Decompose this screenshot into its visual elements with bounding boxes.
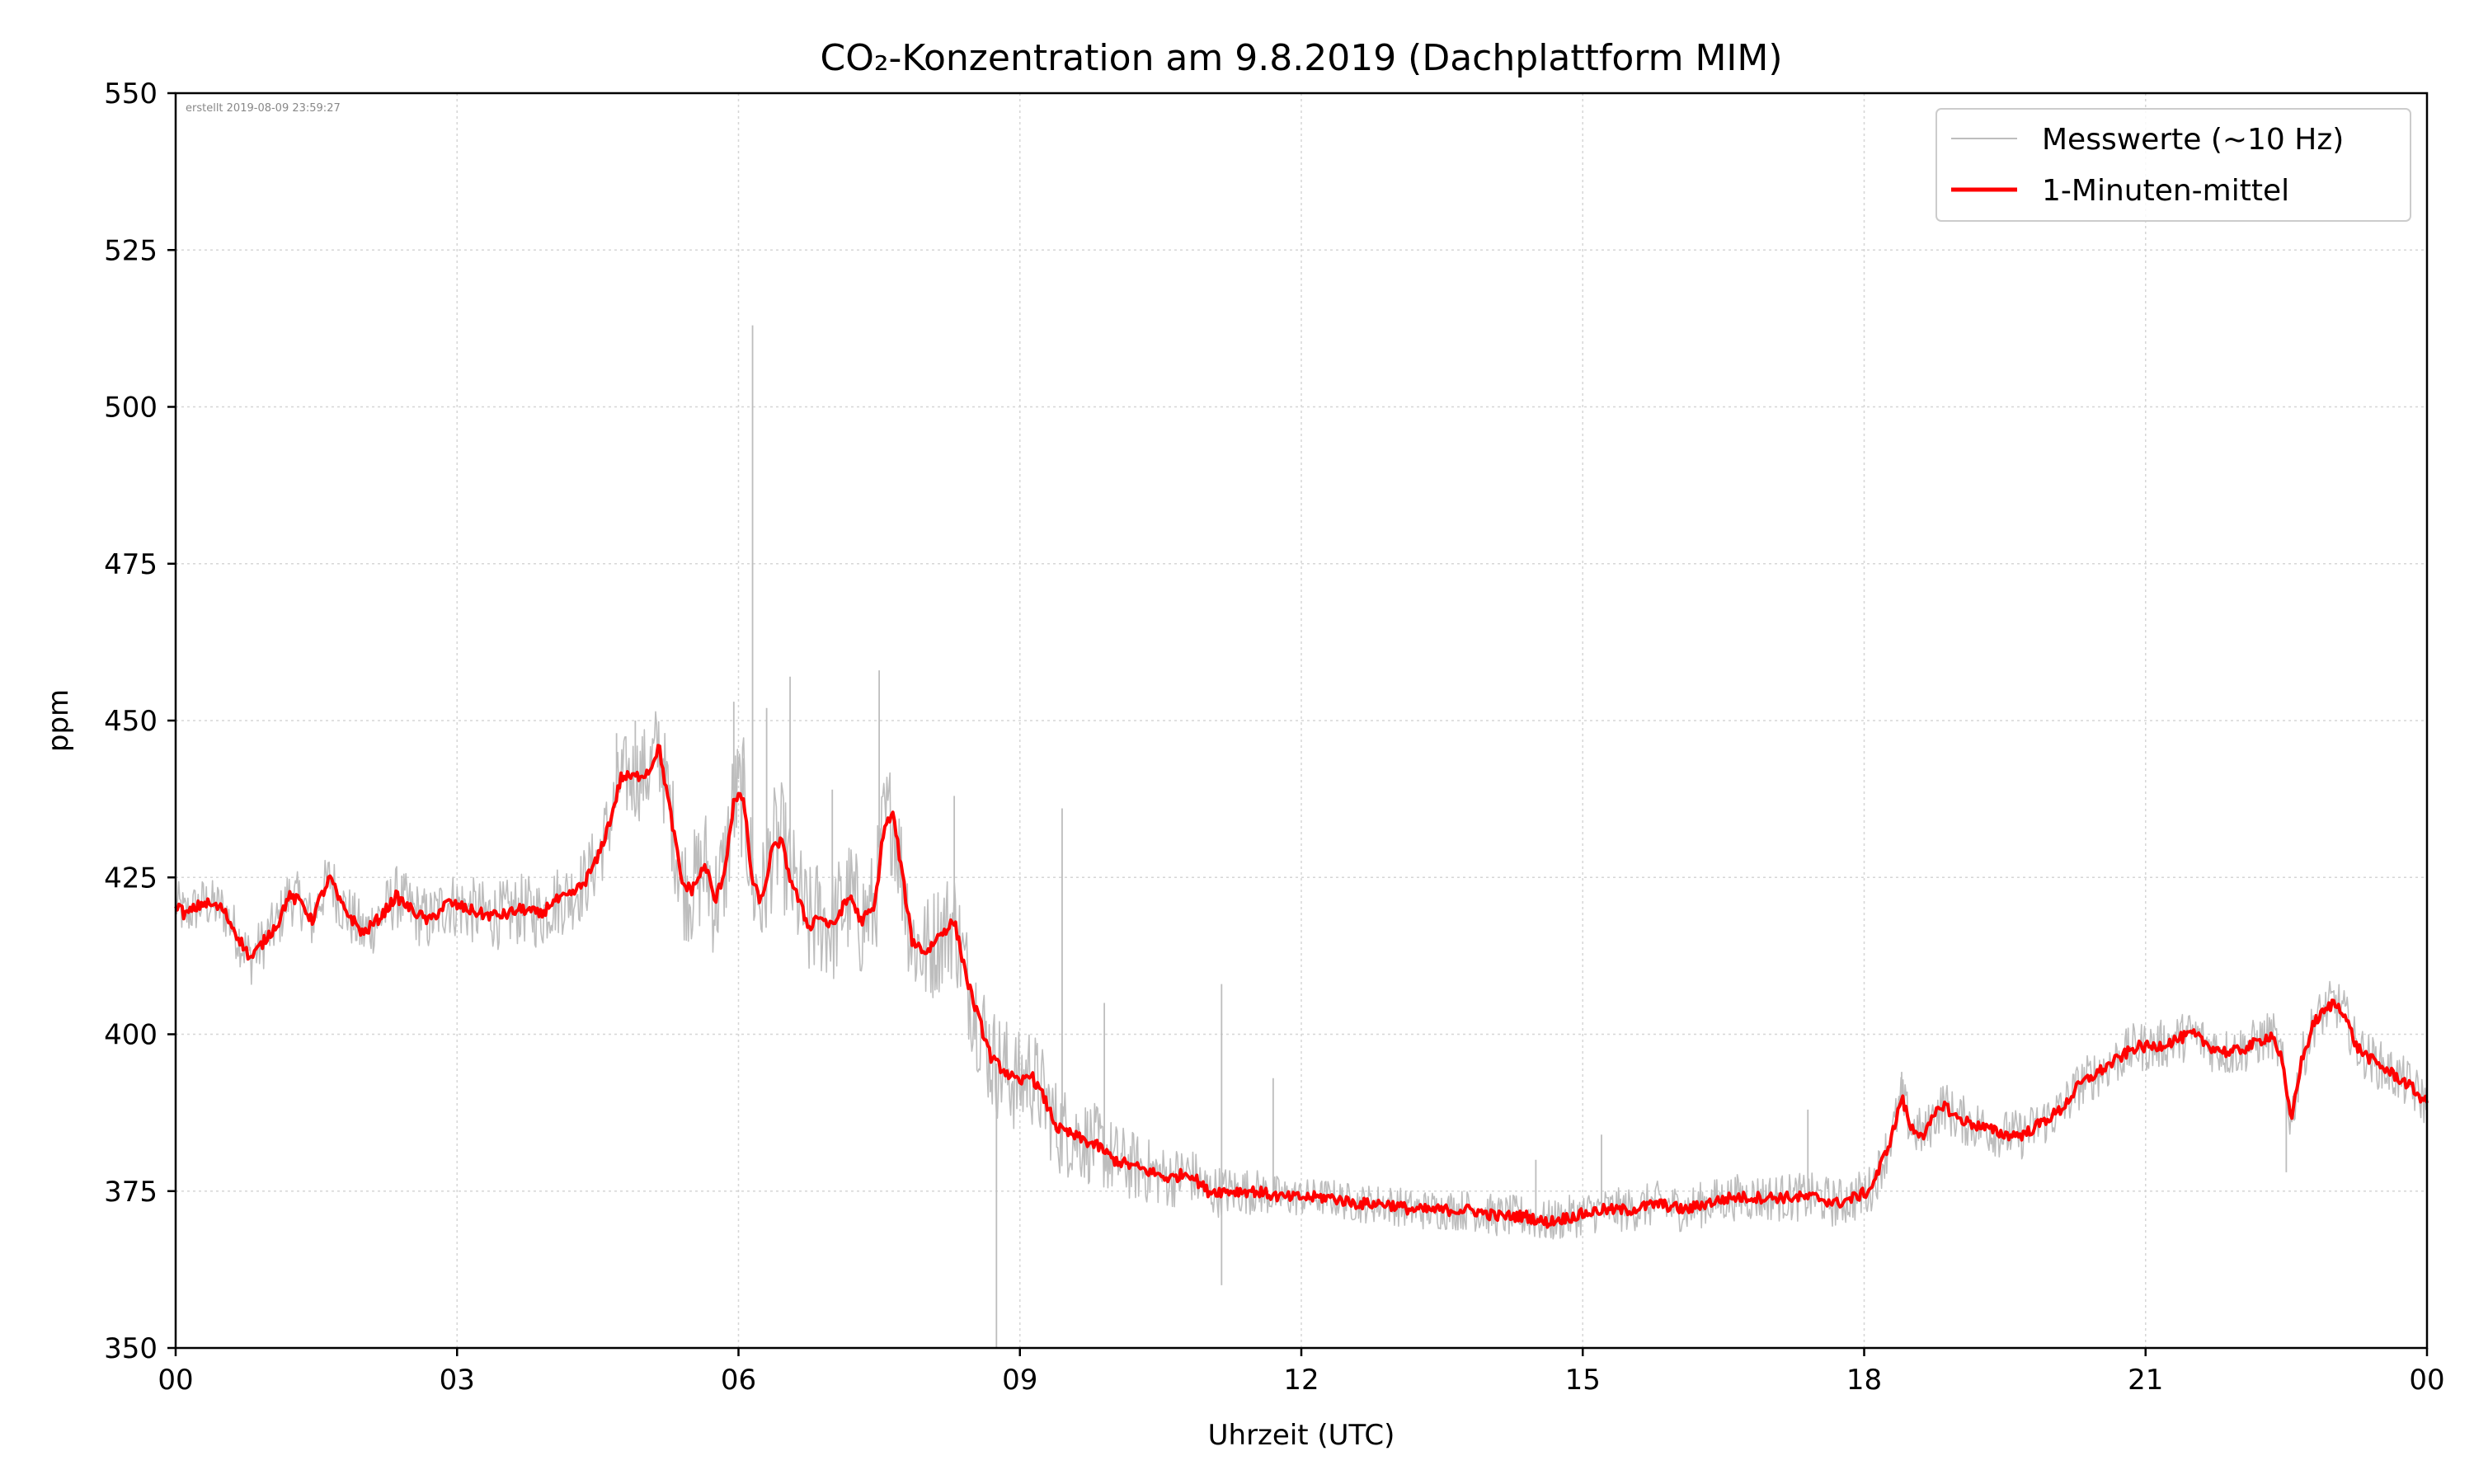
y-tick-label-3: 425: [104, 862, 158, 895]
x-tick-label-6: 18: [1846, 1364, 1882, 1397]
series-minute-mean-line: [174, 744, 2429, 1229]
x-tick-label-5: 15: [1565, 1364, 1601, 1397]
x-tick-label-0: 00: [158, 1364, 193, 1397]
legend-box: [1935, 108, 2411, 222]
x-tick-label-1: 03: [440, 1364, 475, 1397]
series-layer: [174, 325, 2429, 1348]
y-tick-label-8: 550: [104, 77, 158, 110]
axis-ticks: 00 03 06 09 12 15 18 21 003503754004254504755005…: [104, 77, 2445, 1397]
y-tick-label-5: 475: [104, 548, 158, 581]
timestamp-note: erstellt 2019-08-09 23:59:27: [186, 102, 341, 115]
y-tick-label-1: 375: [104, 1176, 158, 1209]
legend: Messwerte (~10 Hz) 1-Minuten-mittel: [1935, 108, 2411, 222]
x-tick-label-2: 06: [721, 1364, 756, 1397]
x-tick-label-7: 21: [2128, 1364, 2163, 1397]
y-tick-label-2: 400: [104, 1019, 158, 1052]
x-tick-label-3: 09: [1002, 1364, 1037, 1397]
x-tick-label-4: 12: [1283, 1364, 1319, 1397]
x-axis-label: Uhrzeit (UTC): [1208, 1419, 1395, 1452]
x-tick-label-8: 00: [2409, 1364, 2444, 1397]
y-axis-label: ppm: [42, 689, 75, 752]
y-tick-label-4: 450: [104, 705, 158, 738]
y-tick-label-7: 525: [104, 234, 158, 267]
y-tick-label-6: 500: [104, 392, 158, 425]
legend-label-measurements: Messwerte (~10 Hz): [2042, 123, 2344, 157]
y-tick-label-0: 350: [104, 1332, 158, 1365]
legend-label-minute-mean: 1-Minuten-mittel: [2042, 174, 2289, 208]
chart-title: CO₂-Konzentration am 9.8.2019 (Dachplatt…: [820, 37, 1782, 79]
